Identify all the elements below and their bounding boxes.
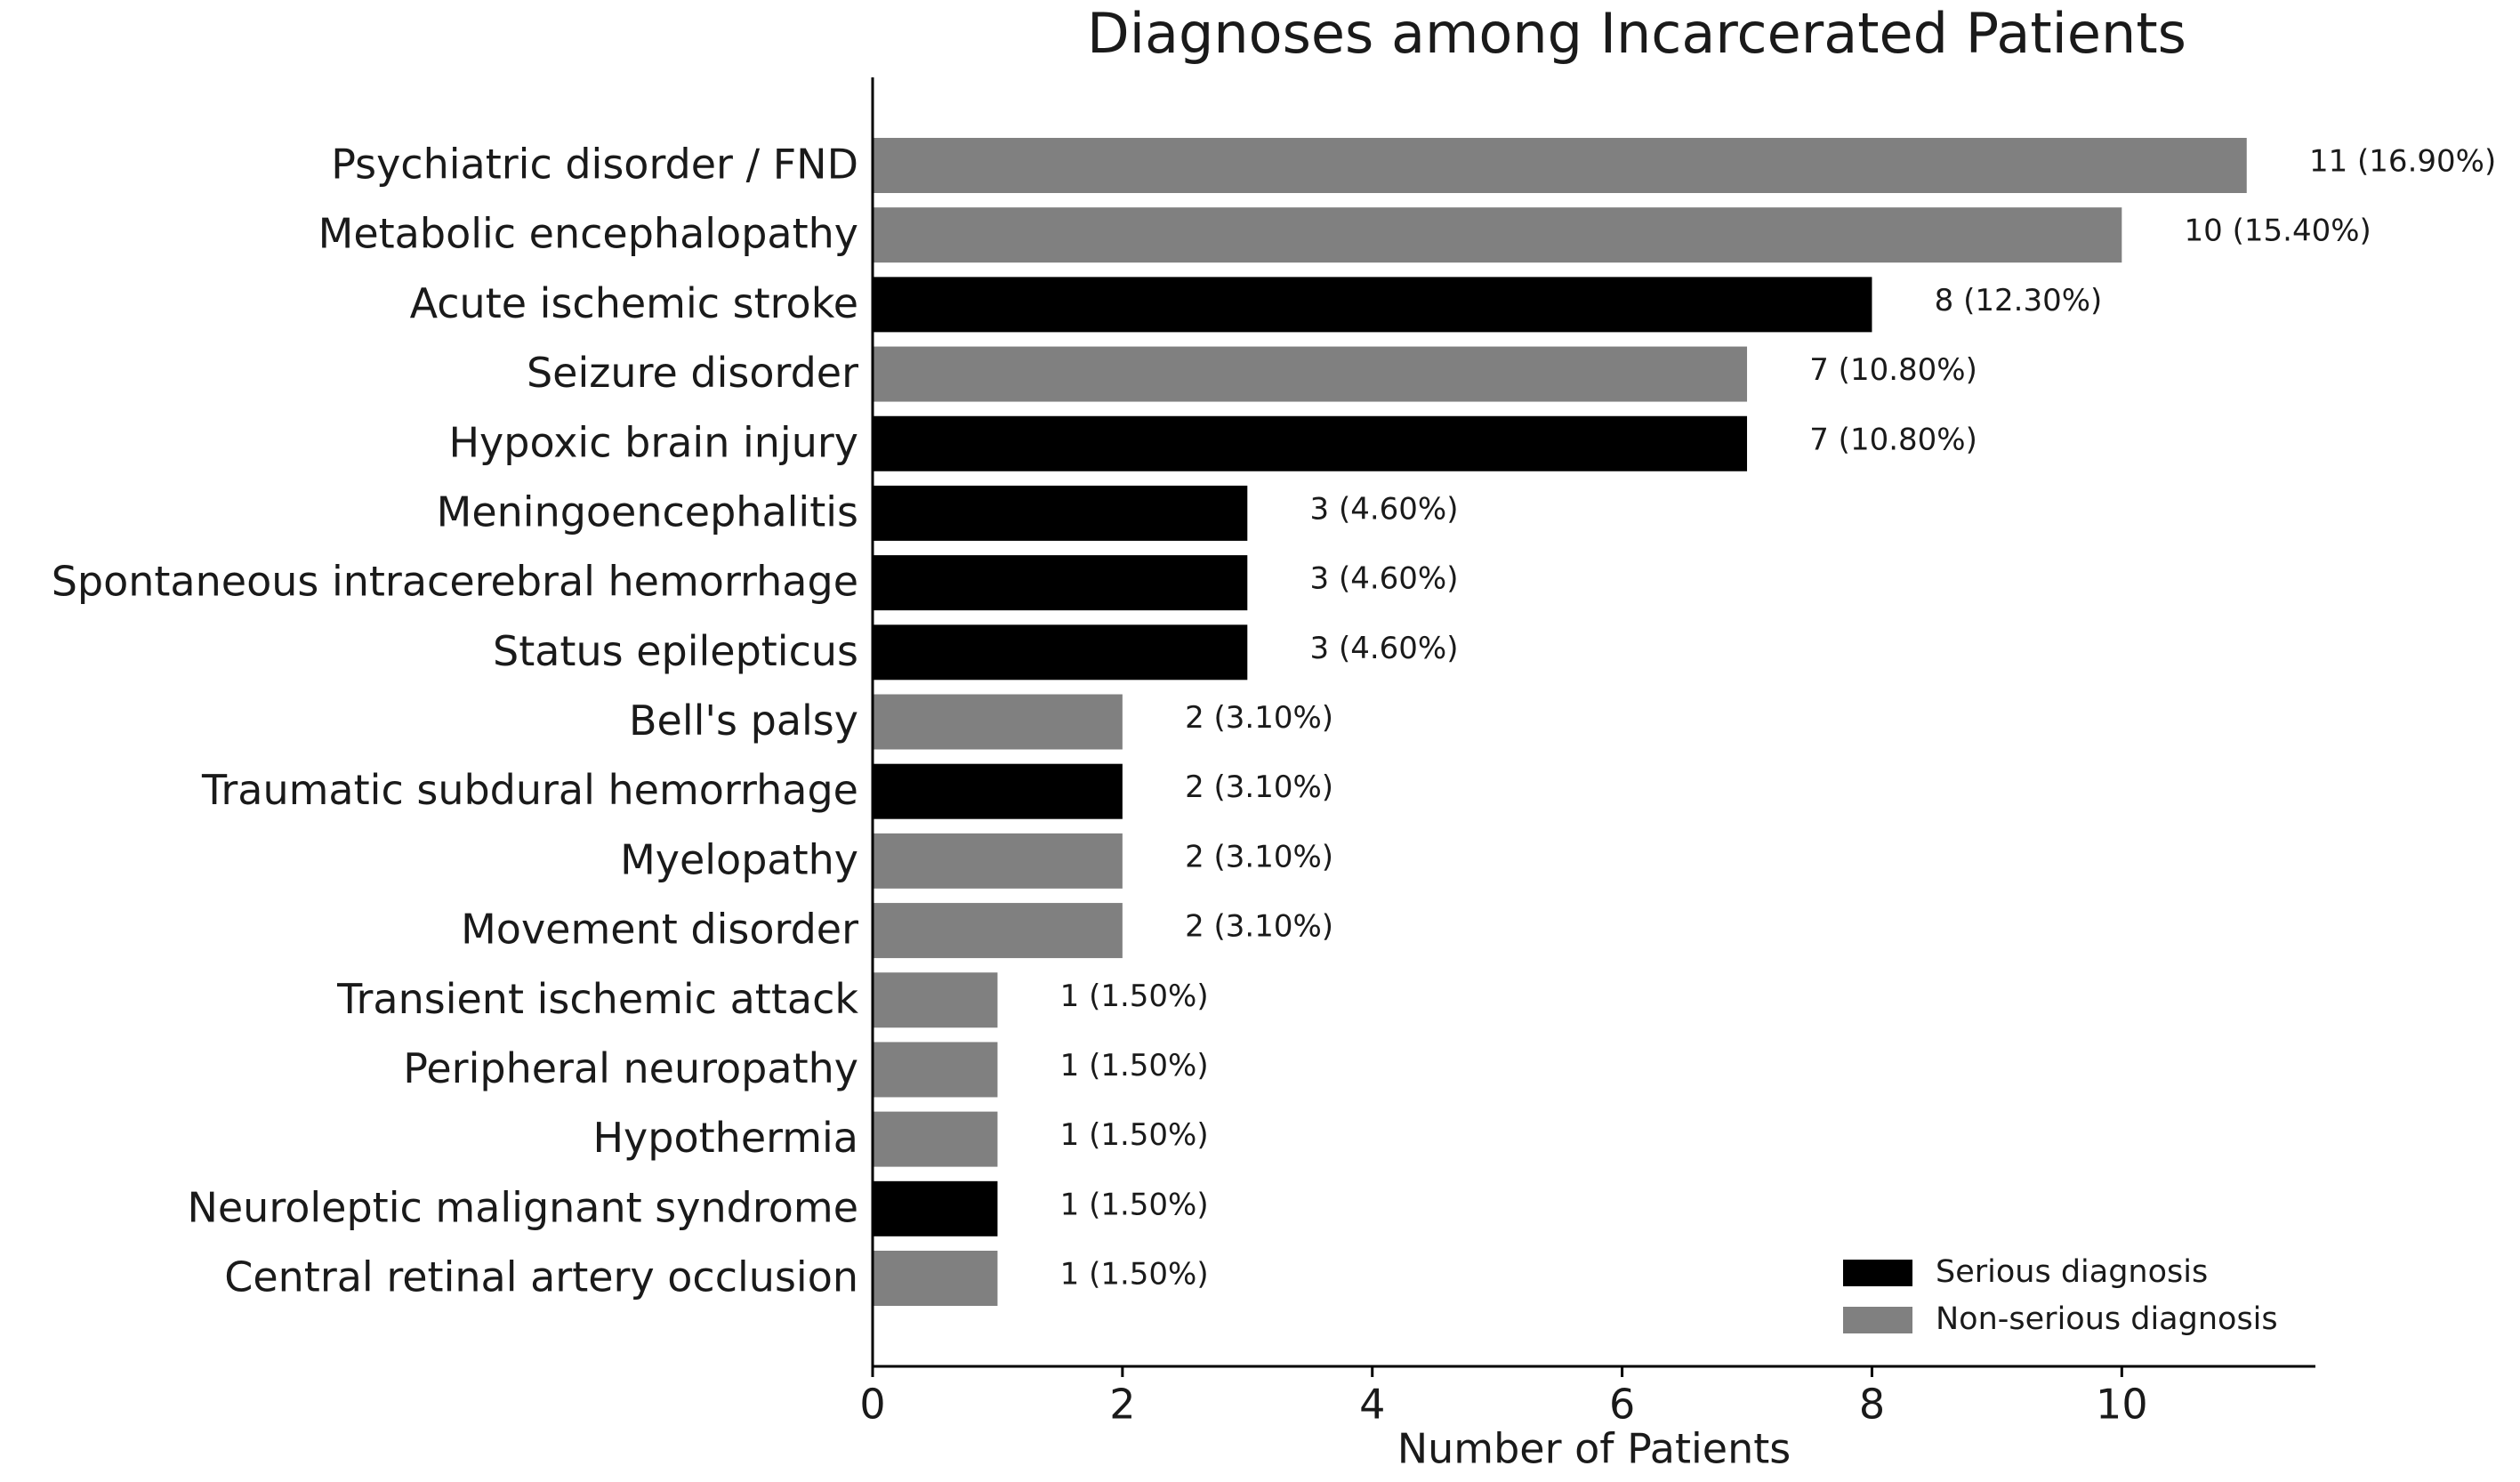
x-tick-label: 6 xyxy=(1609,1381,1635,1429)
bar xyxy=(873,1111,998,1167)
bar xyxy=(873,415,1748,471)
bar xyxy=(873,624,1248,681)
value-label: 8 (12.30%) xyxy=(1935,283,2103,318)
value-label: 2 (3.10%) xyxy=(1185,700,1333,736)
value-label: 1 (1.50%) xyxy=(1060,979,1209,1014)
y-tick-label: Spontaneous intracerebral hemorrhage xyxy=(52,558,858,606)
y-tick-label: Central retinal artery occlusion xyxy=(224,1253,858,1301)
bar xyxy=(873,207,2122,263)
x-tick-label: 4 xyxy=(1359,1381,1385,1429)
value-label: 11 (16.90%) xyxy=(2309,144,2496,180)
bar xyxy=(873,833,1123,889)
x-axis-label: Number of Patients xyxy=(1397,1425,1791,1473)
y-tick-label: Bell's palsy xyxy=(629,697,858,745)
x-tick-label: 2 xyxy=(1109,1381,1135,1429)
legend-label: Serious diagnosis xyxy=(1936,1254,2208,1290)
y-tick-label: Seizure disorder xyxy=(527,349,858,397)
value-label: 2 (3.10%) xyxy=(1185,909,1333,945)
value-label: 10 (15.40%) xyxy=(2185,213,2371,249)
chart-title: Diagnoses among Incarcerated Patients xyxy=(1087,1,2186,66)
legend-swatch xyxy=(1843,1307,1912,1333)
bar xyxy=(873,1042,998,1098)
value-label: 1 (1.50%) xyxy=(1060,1048,1209,1083)
value-label: 2 (3.10%) xyxy=(1185,769,1333,805)
value-label: 3 (4.60%) xyxy=(1310,491,1459,527)
bar xyxy=(873,763,1123,819)
bar xyxy=(873,694,1123,750)
y-tick-label: Transient ischemic attack xyxy=(336,975,858,1023)
y-tick-label: Psychiatric disorder / FND xyxy=(331,141,858,189)
value-label: 3 (4.60%) xyxy=(1310,561,1459,597)
y-tick-label: Myelopathy xyxy=(620,835,858,883)
bar xyxy=(873,972,998,1028)
bar xyxy=(873,1180,998,1236)
value-label: 1 (1.50%) xyxy=(1060,1257,1209,1293)
y-tick-label: Hypoxic brain injury xyxy=(448,418,858,466)
bar xyxy=(873,485,1248,541)
bar xyxy=(873,277,1872,333)
y-tick-label: Acute ischemic stroke xyxy=(410,279,858,327)
value-label: 7 (10.80%) xyxy=(1809,352,1977,388)
y-tick-label: Traumatic subdural hemorrhage xyxy=(201,766,858,814)
bar xyxy=(873,903,1123,959)
x-tick-label: 8 xyxy=(1859,1381,1885,1429)
value-label: 3 (4.60%) xyxy=(1310,631,1459,666)
y-tick-label: Meningoencephalitis xyxy=(437,487,858,536)
legend-swatch xyxy=(1843,1260,1912,1286)
value-label: 7 (10.80%) xyxy=(1809,422,1977,457)
value-label: 1 (1.50%) xyxy=(1060,1187,1209,1222)
value-label: 1 (1.50%) xyxy=(1060,1117,1209,1153)
y-tick-label: Neuroleptic malignant syndrome xyxy=(187,1183,858,1231)
value-label: 2 (3.10%) xyxy=(1185,839,1333,874)
bar xyxy=(873,1251,998,1306)
x-tick-label: 10 xyxy=(2096,1381,2148,1429)
y-tick-label: Peripheral neuropathy xyxy=(403,1044,858,1092)
legend-label: Non-serious diagnosis xyxy=(1936,1301,2278,1337)
x-tick-label: 0 xyxy=(859,1381,885,1429)
y-tick-label: Hypothermia xyxy=(592,1114,858,1162)
bar xyxy=(873,555,1248,611)
bar xyxy=(873,138,2247,193)
y-tick-label: Movement disorder xyxy=(461,906,858,954)
y-tick-label: Metabolic encephalopathy xyxy=(318,210,858,258)
bar xyxy=(873,346,1748,402)
y-tick-label: Status epilepticus xyxy=(493,627,858,675)
